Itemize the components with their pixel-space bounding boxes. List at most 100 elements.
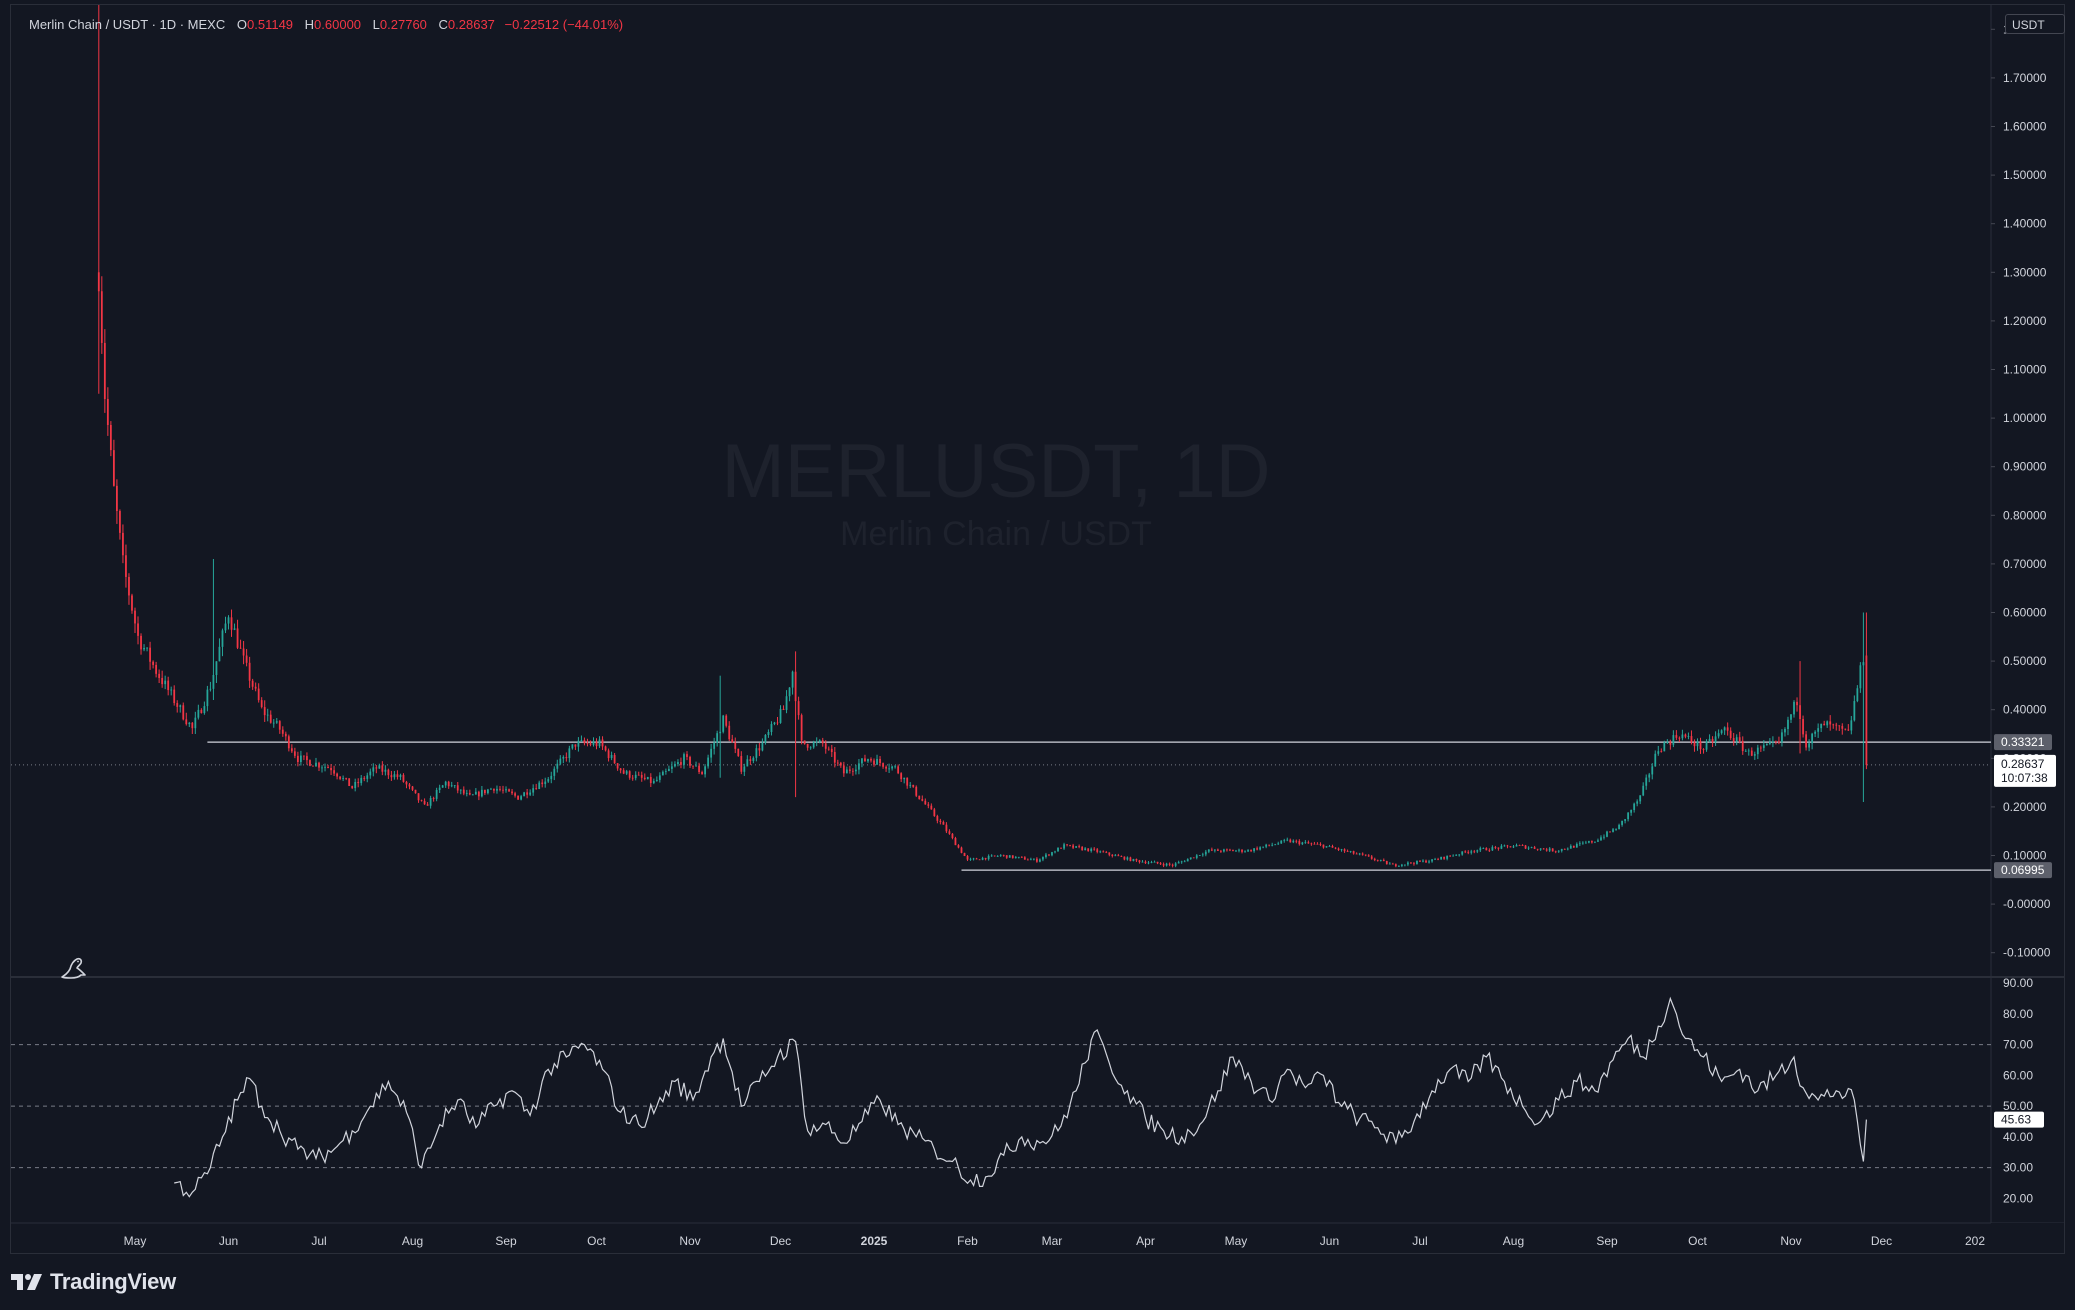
candle — [330, 764, 332, 775]
candle-body — [408, 784, 411, 787]
candle — [975, 857, 978, 860]
candle-body — [1060, 847, 1062, 849]
candle — [547, 777, 550, 783]
candle-body — [191, 722, 194, 729]
candle — [619, 768, 622, 774]
candle-body — [613, 755, 616, 764]
candle-body — [251, 680, 254, 687]
candle — [960, 846, 963, 854]
branding[interactable]: TradingView — [10, 1268, 176, 1296]
candle-body — [203, 706, 206, 714]
candle-body — [137, 623, 139, 636]
candle — [655, 776, 658, 782]
candle — [855, 764, 857, 775]
candle — [595, 738, 598, 750]
symbol-legend[interactable]: Merlin Chain / USDT · 1D · MEXC O0.51149… — [29, 17, 623, 32]
candle-body — [556, 763, 559, 769]
candle — [1705, 739, 1708, 752]
candle-body — [1790, 714, 1792, 720]
candle — [520, 794, 522, 801]
legend-symbol[interactable]: Merlin Chain / USDT · 1D · MEXC — [29, 17, 226, 32]
candle-body — [1747, 750, 1750, 752]
time-tick-label: Jun — [219, 1234, 238, 1248]
candle — [1449, 855, 1452, 857]
candle-body — [1732, 738, 1735, 742]
candle — [1328, 844, 1331, 847]
candle-body — [680, 762, 682, 765]
candle — [1581, 841, 1584, 845]
candle — [1072, 843, 1074, 850]
candle — [867, 758, 869, 763]
candle — [1349, 850, 1352, 853]
candle — [1014, 855, 1017, 859]
candle-body — [290, 748, 293, 752]
currency-button[interactable]: USDT — [2005, 14, 2065, 34]
candle-body — [1669, 742, 1672, 745]
candle-body — [1678, 737, 1681, 739]
candle-body — [894, 766, 897, 768]
candle — [194, 711, 197, 734]
candle — [1105, 850, 1108, 854]
chart-canvas[interactable]: MERLUSDT, 1D Merlin Chain / USDT 1.80000… — [11, 5, 2064, 1253]
candle — [951, 833, 954, 840]
legend-change: −0.22512 (−44.01%) — [504, 17, 624, 32]
candle — [1533, 845, 1536, 850]
candle-body — [119, 511, 121, 533]
candle — [462, 786, 465, 796]
candle-body — [465, 792, 468, 794]
candle-body — [1717, 733, 1720, 737]
candle-body — [1799, 705, 1801, 720]
candle — [505, 786, 507, 793]
candle — [1045, 852, 1047, 859]
candle-body — [1738, 737, 1741, 741]
candle — [565, 752, 568, 762]
candle — [752, 756, 755, 764]
candle — [1346, 849, 1349, 852]
candle — [661, 770, 664, 776]
candle-body — [1087, 848, 1090, 852]
candle-body — [128, 576, 130, 596]
candle-body — [1283, 840, 1286, 842]
time-tick-label: Aug — [1503, 1234, 1524, 1248]
candle — [1765, 743, 1768, 746]
level-badge — [1994, 862, 2052, 879]
dino-icon[interactable] — [59, 953, 89, 981]
candle-body — [936, 816, 939, 821]
candle — [1744, 749, 1747, 752]
candle — [1313, 841, 1316, 845]
candle — [532, 784, 535, 796]
oscillator-tick-label: 50.00 — [2003, 1099, 2033, 1113]
candle-body — [1856, 688, 1859, 702]
time-tick-label: 2025 — [861, 1234, 888, 1248]
candle — [782, 705, 785, 711]
candle — [876, 754, 878, 765]
candle — [167, 676, 170, 696]
candle-body — [821, 740, 824, 744]
candle-body — [158, 673, 161, 678]
candle-body — [945, 824, 948, 832]
candle-body — [1548, 848, 1551, 851]
candle-body — [1506, 845, 1509, 847]
candle-body — [106, 399, 109, 425]
candle-body — [1838, 725, 1841, 727]
candle-body — [1289, 839, 1292, 843]
candle-body — [580, 740, 583, 742]
candle — [1784, 727, 1786, 737]
candle-body — [1213, 849, 1216, 851]
candle — [1144, 860, 1147, 864]
candle-body — [1569, 845, 1572, 849]
candle-body — [990, 855, 993, 857]
candle-body — [604, 746, 607, 751]
candle — [1259, 846, 1262, 851]
candle — [1180, 860, 1183, 864]
candle-body — [963, 852, 966, 857]
candle — [188, 721, 191, 728]
candle-body — [1105, 852, 1108, 854]
chart-frame: MERLUSDT, 1D Merlin Chain / USDT 1.80000… — [10, 4, 2065, 1254]
candle — [1530, 846, 1533, 849]
candle-body — [1192, 857, 1195, 859]
candle — [1627, 811, 1630, 822]
candle-body — [550, 775, 553, 780]
candle — [106, 387, 109, 436]
candle — [652, 778, 655, 785]
